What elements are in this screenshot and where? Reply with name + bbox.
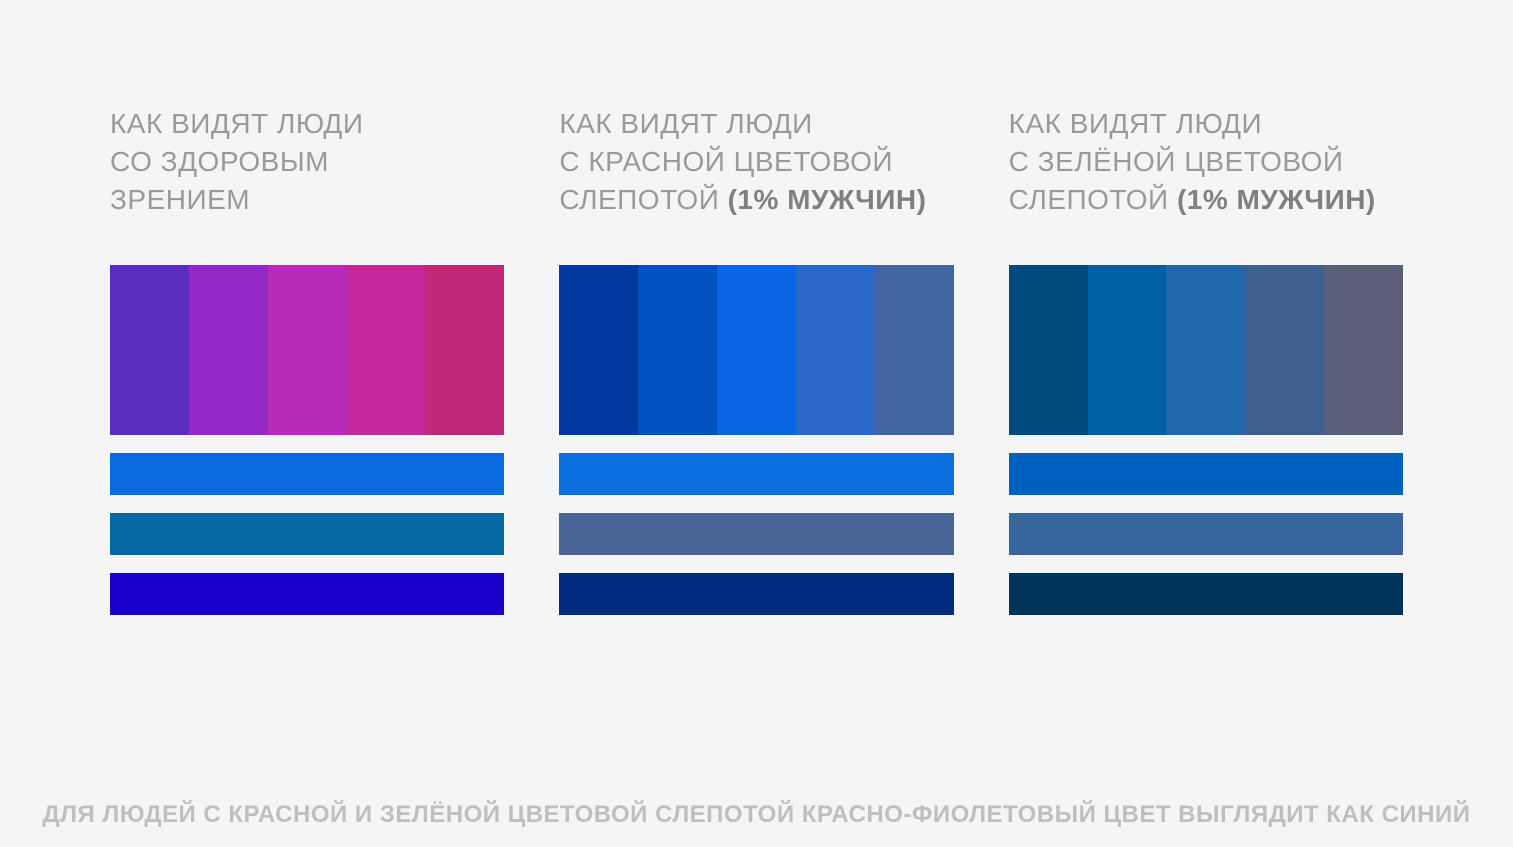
swatch bbox=[1245, 265, 1324, 435]
swatch-big-row bbox=[559, 265, 953, 435]
swatch bbox=[559, 265, 638, 435]
heading-red: КАК ВИДЯТ ЛЮДИ С КРАСНОЙ ЦВЕТОВОЙ СЛЕПОТ… bbox=[559, 105, 953, 225]
swatch bbox=[559, 513, 953, 555]
swatch bbox=[638, 265, 717, 435]
swatch-group bbox=[110, 265, 504, 633]
column-normal-vision: КАК ВИДЯТ ЛЮДИ СО ЗДОРОВЫМ ЗРЕНИЕМ bbox=[110, 105, 504, 633]
swatch-small-row bbox=[110, 453, 504, 495]
swatch-small-row bbox=[110, 573, 504, 615]
swatch bbox=[110, 573, 504, 615]
heading-line: ЗРЕНИЕМ bbox=[110, 184, 250, 215]
swatch bbox=[1009, 453, 1403, 495]
swatch bbox=[425, 265, 504, 435]
swatch bbox=[189, 265, 268, 435]
heading-line: СЛЕПОТОЙ bbox=[559, 184, 727, 215]
swatch bbox=[110, 453, 504, 495]
swatch-small-row bbox=[559, 573, 953, 615]
swatch bbox=[1009, 265, 1088, 435]
swatch-small-row bbox=[1009, 453, 1403, 495]
footer-text: ДЛЯ ЛЮДЕЙ С КРАСНОЙ И ЗЕЛЁНОЙ ЦВЕТОВОЙ С… bbox=[0, 801, 1513, 829]
swatch-small-row bbox=[559, 513, 953, 555]
swatch bbox=[1088, 265, 1167, 435]
column-green-blind: КАК ВИДЯТ ЛЮДИ С ЗЕЛЁНОЙ ЦВЕТОВОЙ СЛЕПОТ… bbox=[1009, 105, 1403, 633]
swatch bbox=[110, 265, 189, 435]
swatch bbox=[559, 573, 953, 615]
swatch bbox=[559, 453, 953, 495]
swatch bbox=[268, 265, 347, 435]
swatch bbox=[1009, 513, 1403, 555]
swatch-small-row bbox=[110, 513, 504, 555]
heading-line: СЛЕПОТОЙ bbox=[1009, 184, 1177, 215]
heading-bold: (1% МУЖЧИН) bbox=[728, 184, 927, 215]
swatch-big-row bbox=[110, 265, 504, 435]
heading-line: КАК ВИДЯТ ЛЮДИ bbox=[110, 108, 363, 139]
swatch bbox=[1166, 265, 1245, 435]
heading-line: КАК ВИДЯТ ЛЮДИ bbox=[559, 108, 812, 139]
swatch bbox=[1324, 265, 1403, 435]
swatch-big-row bbox=[1009, 265, 1403, 435]
column-red-blind: КАК ВИДЯТ ЛЮДИ С КРАСНОЙ ЦВЕТОВОЙ СЛЕПОТ… bbox=[559, 105, 953, 633]
swatch bbox=[1009, 573, 1403, 615]
swatch-group bbox=[1009, 265, 1403, 633]
swatch-small-row bbox=[559, 453, 953, 495]
heading-normal: КАК ВИДЯТ ЛЮДИ СО ЗДОРОВЫМ ЗРЕНИЕМ bbox=[110, 105, 504, 225]
columns-container: КАК ВИДЯТ ЛЮДИ СО ЗДОРОВЫМ ЗРЕНИЕМ bbox=[0, 0, 1513, 633]
heading-green: КАК ВИДЯТ ЛЮДИ С ЗЕЛЁНОЙ ЦВЕТОВОЙ СЛЕПОТ… bbox=[1009, 105, 1403, 225]
swatch bbox=[796, 265, 875, 435]
heading-line: СО ЗДОРОВЫМ bbox=[110, 146, 329, 177]
swatch bbox=[717, 265, 796, 435]
swatch bbox=[347, 265, 426, 435]
swatch-small-row bbox=[1009, 513, 1403, 555]
swatch-small-row bbox=[1009, 573, 1403, 615]
swatch-group bbox=[559, 265, 953, 633]
heading-line: С ЗЕЛЁНОЙ ЦВЕТОВОЙ bbox=[1009, 146, 1344, 177]
heading-line: С КРАСНОЙ ЦВЕТОВОЙ bbox=[559, 146, 893, 177]
swatch bbox=[110, 513, 504, 555]
swatch bbox=[875, 265, 954, 435]
heading-line: КАК ВИДЯТ ЛЮДИ bbox=[1009, 108, 1262, 139]
heading-bold: (1% МУЖЧИН) bbox=[1177, 184, 1376, 215]
